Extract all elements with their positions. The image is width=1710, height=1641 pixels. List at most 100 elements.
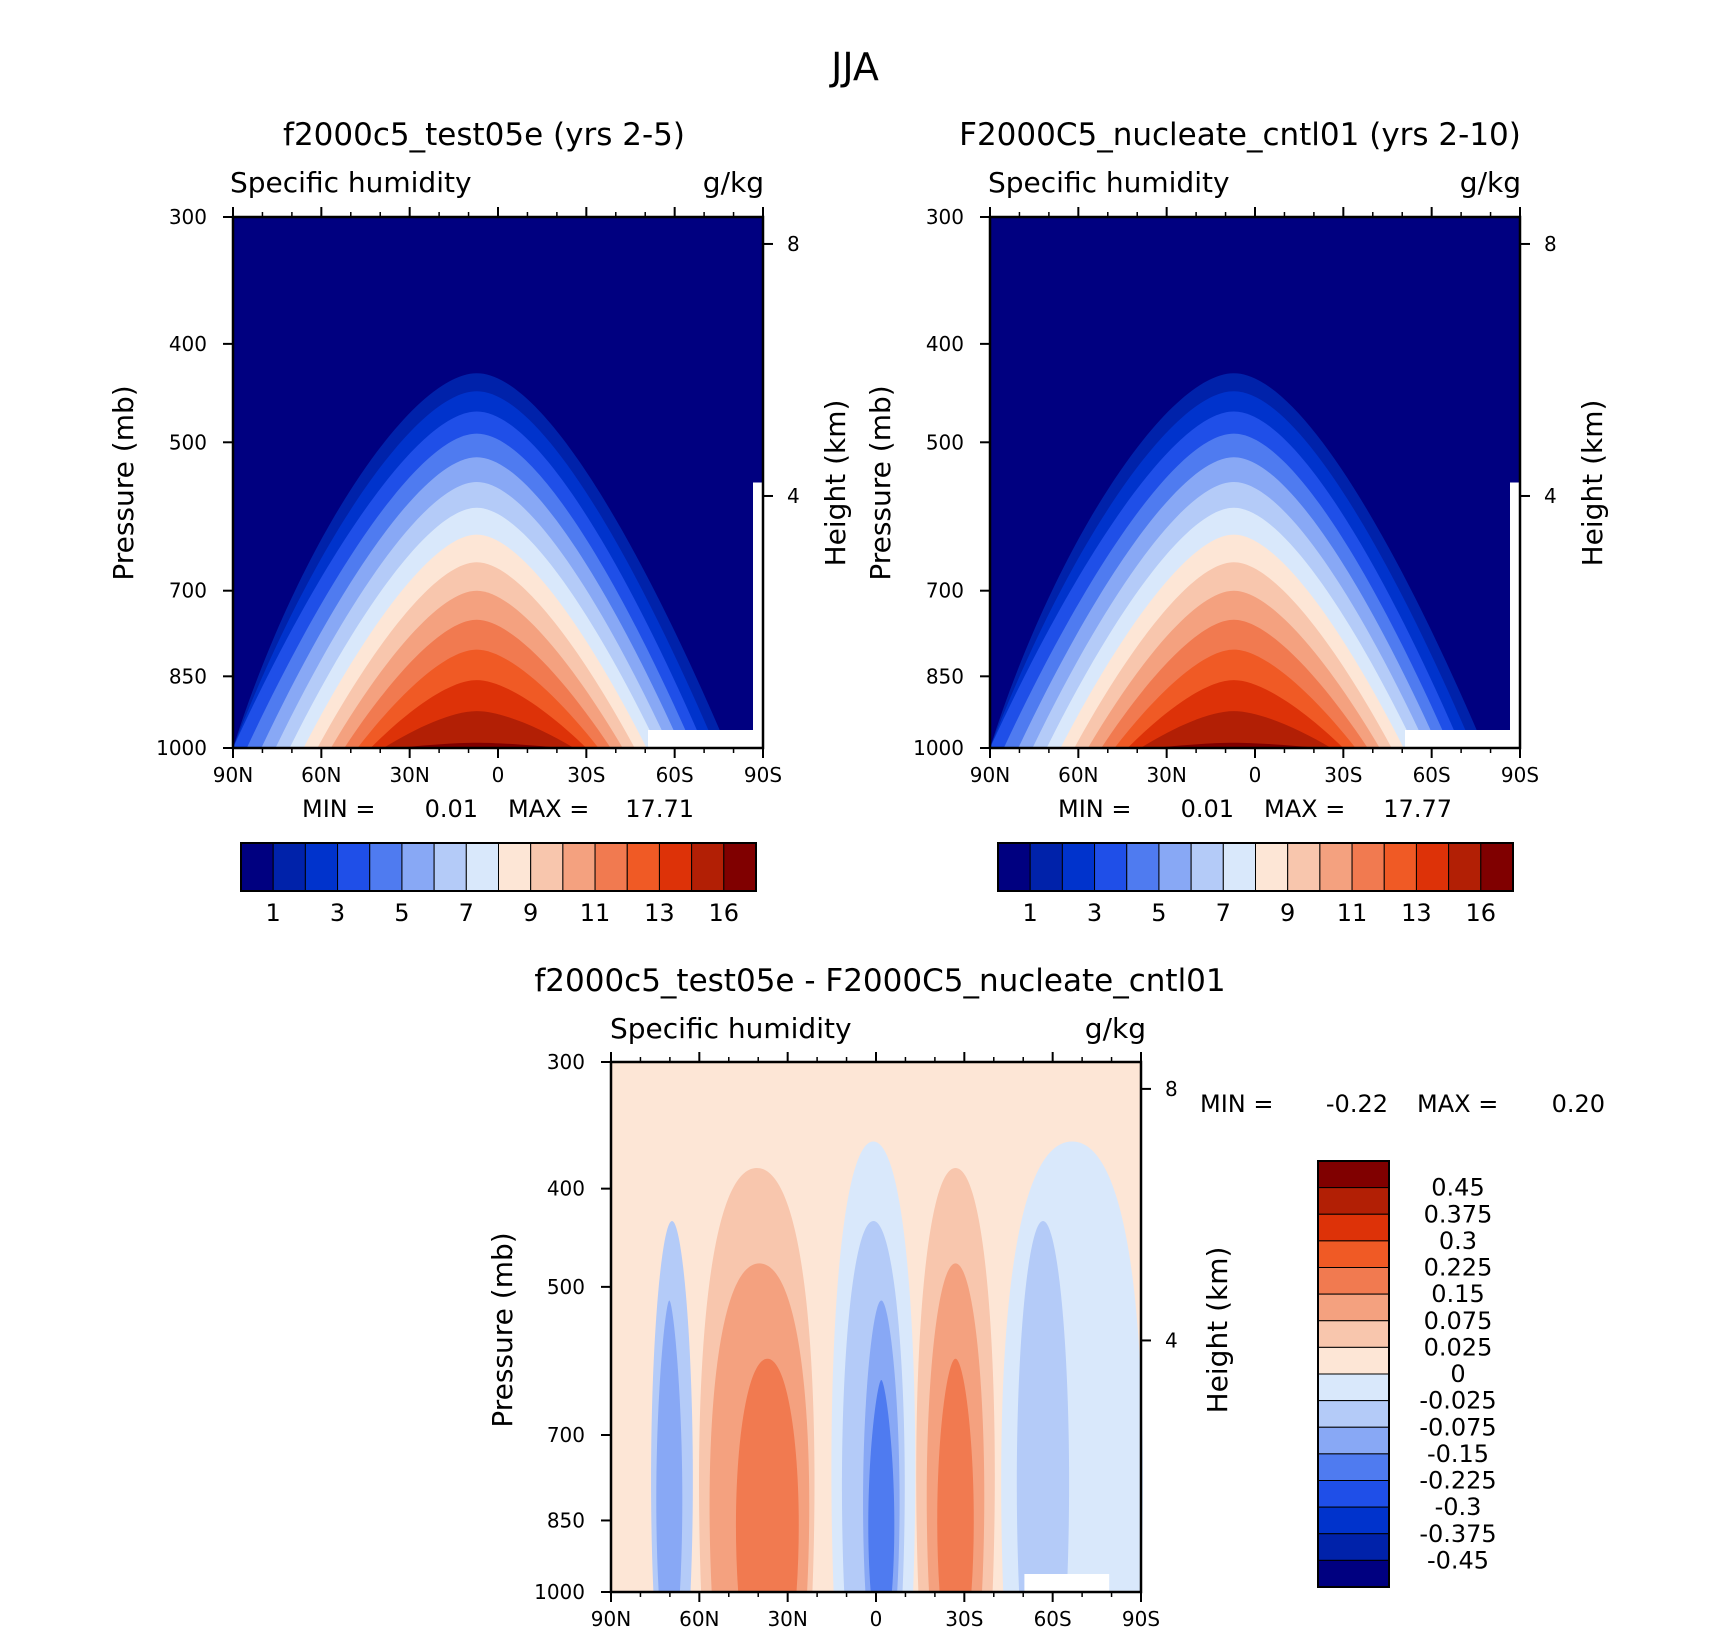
colorbar-label: 13 (1401, 899, 1432, 927)
colorbar-label: 7 (1216, 899, 1231, 927)
x-tick-label: 60S (656, 763, 694, 787)
colorbar-label: 13 (644, 899, 675, 927)
colorbar-label: 16 (1466, 899, 1497, 927)
colorbar-swatch (304, 842, 339, 892)
colorbar-swatch (658, 842, 693, 892)
x-tick-label: 60N (679, 1607, 719, 1631)
x-tick-label: 60N (1058, 763, 1098, 787)
figure-title: JJA (829, 45, 879, 89)
colorbar-label: 3 (330, 899, 345, 927)
x-tick-label: 90N (970, 763, 1010, 787)
panel-3-left-label: Specific humidity (610, 1012, 852, 1045)
colorbar-swatch (1287, 842, 1321, 892)
colorbar-label: 11 (580, 899, 611, 927)
colorbar-swatch (594, 842, 628, 892)
colorbar-label: 0.025 (1424, 1333, 1493, 1361)
colorbar-label: 16 (709, 899, 740, 927)
diff-fill-13 (937, 1358, 974, 1592)
colorbar-label: -0.375 (1419, 1520, 1496, 1548)
y-tick-label: 500 (926, 430, 964, 454)
colorbar-label: -0.3 (1435, 1493, 1482, 1521)
panel-3-title: f2000c5_test05e - F2000C5_nucleate_cntl0… (534, 963, 1225, 999)
colorbar-label: -0.15 (1427, 1440, 1489, 1468)
panel-1-max-label: MAX = (508, 795, 589, 823)
panel-3-colorbar: 0.450.3750.30.2250.150.0750.0250-0.025-0… (1317, 1160, 1497, 1588)
y-tick-label: 700 (926, 579, 964, 603)
panel-3-axes: 90N 60N 30N 0 30S 60S 90S 300 400 500 700 850 1000 8 4 (534, 1050, 1178, 1631)
colorbar-frame (997, 842, 1514, 892)
x-tick-label: 60S (1413, 763, 1451, 787)
panel-1-y2label: Height (km) (819, 400, 852, 567)
panel-3-min-value: -0.22 (1326, 1090, 1388, 1118)
colorbar-swatch (1383, 842, 1417, 892)
colorbar-label: -0.225 (1419, 1467, 1496, 1495)
y2-tick-label: 8 (1165, 1077, 1178, 1101)
colorbar-swatch (1317, 1320, 1390, 1348)
x-tick-label: 90S (1501, 763, 1539, 787)
colorbar-label: 5 (1151, 899, 1166, 927)
y-tick-label: 850 (926, 664, 964, 688)
colorbar-label: -0.025 (1419, 1387, 1496, 1415)
y-tick-label: 300 (547, 1050, 585, 1074)
colorbar-swatch (562, 842, 596, 892)
x-tick-label: 30N (389, 763, 429, 787)
panel-3-max-value: 0.20 (1552, 1090, 1605, 1118)
x-tick-label: 90S (1122, 1607, 1160, 1631)
colorbar-label: 0.45 (1431, 1174, 1484, 1202)
y-tick-label: 300 (926, 205, 964, 229)
x-tick-label: 0 (492, 763, 505, 787)
y-tick-label: 850 (547, 1508, 585, 1532)
colorbar-label: 0.225 (1424, 1254, 1493, 1282)
colorbar-swatch (1319, 842, 1353, 892)
colorbar-label: 7 (459, 899, 474, 927)
x-tick-label: 60S (1034, 1607, 1072, 1631)
panel-3: f2000c5_test05e - F2000C5_nucleate_cntl0… (486, 963, 1605, 1631)
panel-1-min-label: MIN = (302, 795, 375, 823)
colorbar-label: 9 (1280, 899, 1295, 927)
panel-3-min-label: MIN = (1200, 1090, 1273, 1118)
panel-2-min-label: MIN = (1058, 795, 1131, 823)
colorbar-swatch (1317, 1160, 1390, 1189)
diff-fill-7 (656, 1300, 683, 1592)
colorbar-swatch (1317, 1400, 1390, 1428)
colorbar-label: 0.075 (1424, 1307, 1493, 1335)
panel-2-units-label: g/kg (1460, 166, 1521, 199)
colorbar-swatch (723, 842, 757, 892)
panel-2-left-label: Specific humidity (988, 166, 1230, 199)
colorbar-swatch (1480, 842, 1514, 892)
y-tick-label: 400 (169, 332, 207, 356)
panel-1-title: f2000c5_test05e (yrs 2-5) (283, 117, 685, 153)
colorbar-swatch (498, 842, 532, 892)
colorbar-swatch (1448, 842, 1482, 892)
colorbar-label: 5 (394, 899, 409, 927)
panel-1: f2000c5_test05e (yrs 2-5) Specific humid… (107, 117, 852, 927)
colorbar-swatch (1317, 1506, 1390, 1535)
colorbar-swatch (369, 842, 403, 892)
y-tick-label: 1000 (913, 736, 964, 760)
colorbar-swatch (1029, 842, 1063, 892)
y-tick-label: 1000 (156, 736, 207, 760)
x-tick-label: 0 (1249, 763, 1262, 787)
contour-fill-14 (1140, 711, 1331, 748)
x-tick-label: 30S (945, 1607, 983, 1631)
panel-1-plot (233, 217, 763, 748)
colorbar-frame (1317, 1160, 1390, 1588)
y-tick-label: 700 (547, 1423, 585, 1447)
y2-tick-label: 8 (787, 232, 800, 256)
y2-tick-label: 8 (1544, 232, 1557, 256)
colorbar-swatch (997, 842, 1031, 892)
colorbar-label: 0.15 (1431, 1280, 1484, 1308)
colorbar-swatch (1255, 842, 1289, 892)
panel-2-title: F2000C5_nucleate_cntl01 (yrs 2-10) (959, 117, 1521, 153)
x-tick-label: 90S (744, 763, 782, 787)
y2-tick-label: 4 (1544, 484, 1557, 508)
colorbar-swatch (465, 842, 499, 892)
colorbar-swatch (1351, 842, 1385, 892)
colorbar-label: 0 (1450, 1360, 1465, 1388)
colorbar-swatch (1317, 1453, 1390, 1481)
panel-2-ylabel: Pressure (mb) (864, 385, 897, 580)
panel-1-ylabel: Pressure (mb) (107, 385, 140, 580)
diff-fill-3 (868, 1380, 895, 1592)
colorbar-swatch (337, 842, 371, 892)
